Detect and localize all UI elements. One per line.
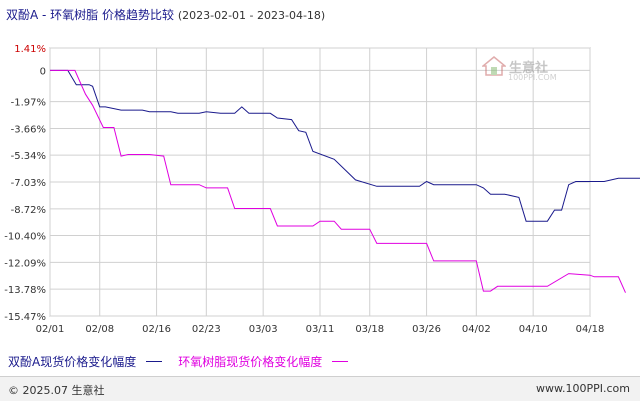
x-tick-label: 03/03 bbox=[249, 324, 278, 335]
y-tick-label: -15.47% bbox=[4, 312, 46, 323]
x-tick-label: 02/23 bbox=[192, 324, 221, 335]
chart-title: 双酚A - 环氧树脂 价格趋势比较 (2023-02-01 - 2023-04-… bbox=[6, 6, 325, 23]
y-tick-label: -1.97% bbox=[11, 98, 46, 109]
legend-swatch-series-2 bbox=[332, 361, 349, 362]
watermark-brand: 生意社 bbox=[509, 60, 549, 76]
x-tick-label: 04/02 bbox=[462, 324, 491, 335]
y-tick-label: -5.34% bbox=[11, 151, 46, 162]
x-tick-label: 02/01 bbox=[36, 324, 65, 335]
y-tick-label: -12.09% bbox=[4, 258, 46, 269]
chart-title-text: 双酚A - 环氧树脂 价格趋势比较 bbox=[6, 8, 174, 22]
x-tick-label: 03/26 bbox=[412, 324, 441, 335]
y-tick-label: -13.78% bbox=[4, 285, 46, 296]
footer-url[interactable]: www.100PPI.com bbox=[536, 382, 630, 395]
watermark-site: 100PPI.COM bbox=[508, 73, 557, 82]
legend-swatch-series-1 bbox=[146, 361, 163, 362]
y-tick-label: 0 bbox=[40, 66, 46, 77]
y-tick-label: -3.66% bbox=[11, 124, 46, 135]
legend-label-series-2: 环氧树脂现货价格变化幅度 bbox=[178, 355, 323, 369]
series-line-2 bbox=[50, 69, 626, 293]
chart-legend: 双酚A现货价格变化幅度 环氧树脂现货价格变化幅度 bbox=[8, 353, 364, 370]
y-tick-label: -10.40% bbox=[4, 232, 46, 243]
y-tick-label: -7.03% bbox=[11, 178, 46, 189]
house-logo-icon bbox=[482, 56, 506, 76]
y-tick-label: -8.72% bbox=[11, 205, 46, 216]
footer-bar: © 2025.07 生意社 www.100PPI.com bbox=[0, 376, 640, 401]
y-tick-label: 1.41% bbox=[14, 44, 46, 55]
x-tick-label: 03/18 bbox=[355, 324, 384, 335]
legend-label-series-1: 双酚A现货价格变化幅度 bbox=[8, 355, 137, 369]
x-tick-label: 03/11 bbox=[306, 324, 335, 335]
footer-copyright: © 2025.07 生意社 bbox=[8, 384, 105, 397]
x-tick-label: 04/18 bbox=[576, 324, 605, 335]
x-tick-label: 02/16 bbox=[142, 324, 171, 335]
watermark-logo: 生意社 100PPI.COM bbox=[482, 56, 557, 82]
x-tick-label: 02/08 bbox=[85, 324, 114, 335]
x-tick-label: 04/10 bbox=[519, 324, 548, 335]
chart-date-range: (2023-02-01 - 2023-04-18) bbox=[177, 9, 326, 22]
series-line-1 bbox=[50, 69, 640, 222]
line-chart: 1.41% 0 -1.97% -3.66% -5.34% -7.03% -8.72% -10.… bbox=[4, 44, 640, 335]
